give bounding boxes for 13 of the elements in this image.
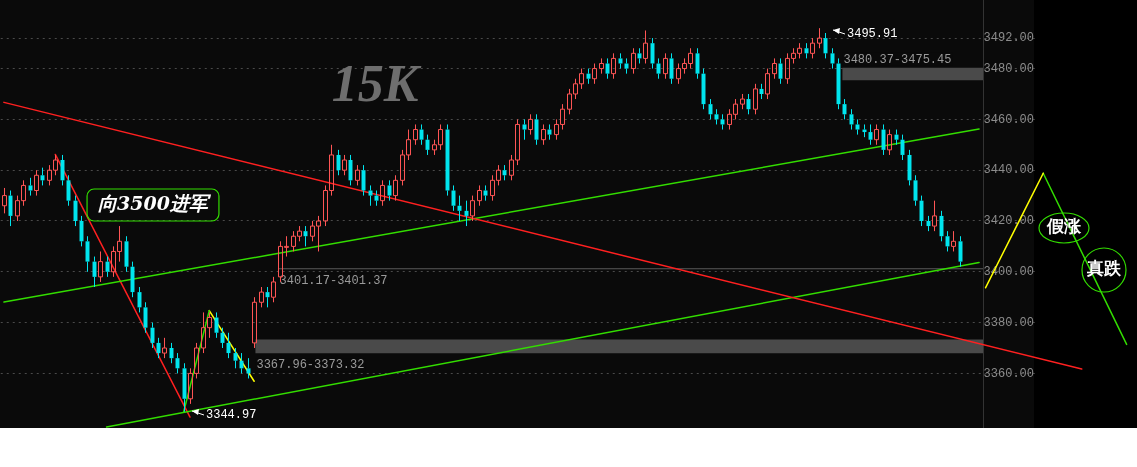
band-label: 3367.96-3373.32 [256, 358, 365, 373]
text: 15K [331, 55, 422, 113]
y-tick-label: 3480.00 [983, 61, 1034, 76]
y-tick-label: 3492.00 [983, 31, 1034, 46]
y-tick-label: 3440.00 [983, 163, 1034, 178]
y-tick-label: 3460.00 [983, 112, 1034, 127]
band-label: 3480.37-3475.45 [843, 52, 952, 67]
band-label: 3401.17-3401.37 [279, 273, 388, 288]
annotation: 向3500进军 [98, 191, 212, 214]
y-tick-label: 3360.00 [983, 366, 1034, 381]
annotation: 3344.97 [206, 408, 257, 423]
annotation: 3495.91 [847, 27, 898, 42]
y-tick-label: 3380.00 [983, 315, 1034, 330]
